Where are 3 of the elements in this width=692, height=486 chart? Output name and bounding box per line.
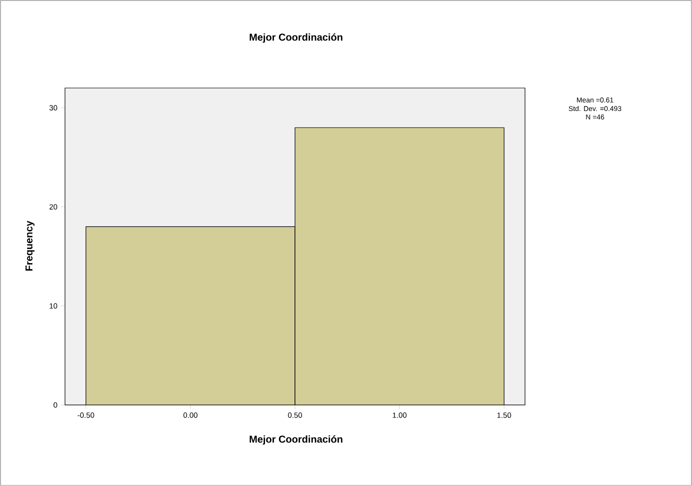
- chart-title: Mejor Coordinación: [250, 33, 342, 43]
- x-axis-title: Mejor Coordinación: [250, 435, 342, 445]
- y-axis-title: Frequency: [26, 220, 34, 271]
